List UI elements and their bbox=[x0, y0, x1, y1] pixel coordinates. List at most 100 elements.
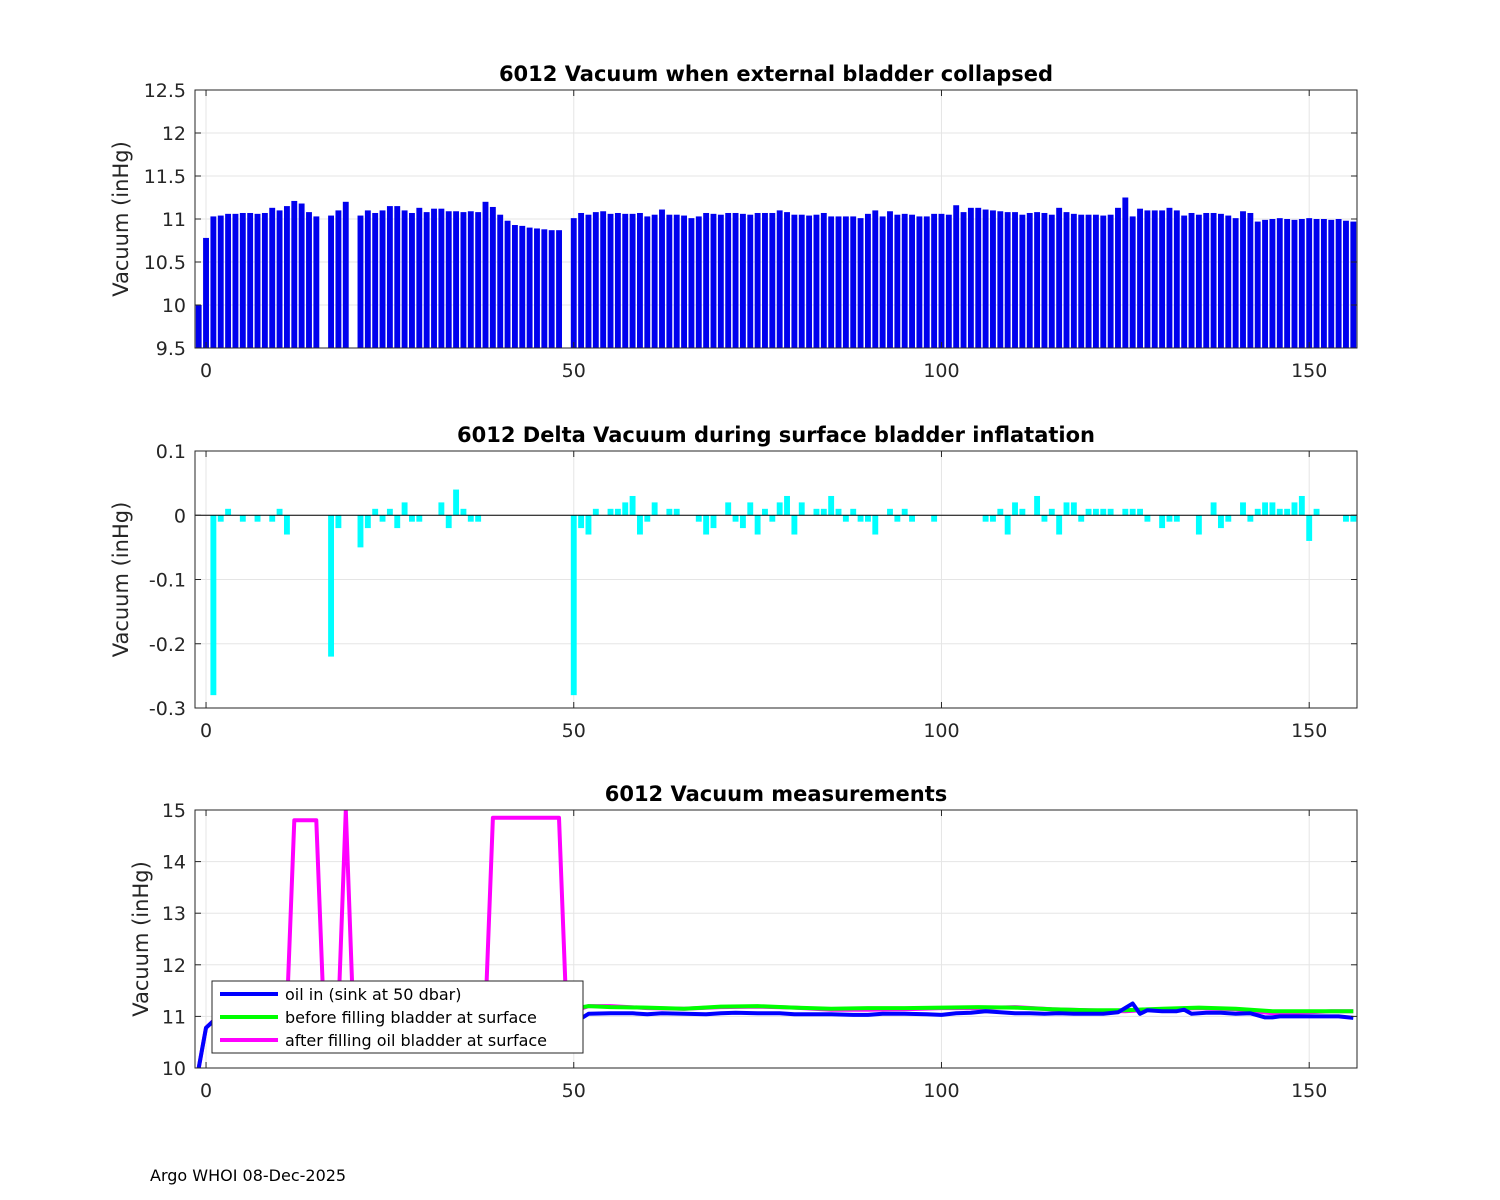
bar bbox=[710, 515, 717, 529]
bar bbox=[306, 212, 312, 348]
bar bbox=[225, 508, 232, 516]
bar bbox=[754, 515, 761, 535]
bar bbox=[732, 515, 739, 522]
bar bbox=[1137, 208, 1143, 348]
bar bbox=[1012, 212, 1018, 348]
bar bbox=[842, 216, 849, 348]
bar bbox=[1151, 210, 1158, 348]
bar bbox=[1328, 219, 1335, 348]
bar bbox=[842, 515, 849, 522]
bar bbox=[482, 201, 489, 348]
chart-title: 6012 Vacuum measurements bbox=[605, 782, 948, 806]
bar bbox=[762, 508, 768, 516]
bar bbox=[261, 212, 268, 348]
bar bbox=[600, 211, 607, 348]
x-tick-label: 50 bbox=[562, 720, 586, 742]
bar bbox=[1019, 508, 1026, 516]
bar bbox=[1144, 210, 1151, 348]
bar bbox=[239, 515, 246, 522]
bar bbox=[386, 508, 393, 516]
bar bbox=[739, 515, 746, 529]
chart-title: 6012 Vacuum when external bladder collap… bbox=[499, 62, 1053, 86]
bar bbox=[857, 515, 864, 522]
y-tick-label: 12 bbox=[162, 955, 186, 977]
y-tick-label: 15 bbox=[162, 800, 186, 822]
bar bbox=[1122, 508, 1129, 516]
bar bbox=[1026, 212, 1033, 348]
bar bbox=[401, 210, 408, 348]
bar bbox=[1350, 515, 1357, 522]
bar bbox=[710, 213, 717, 348]
legend-entry: before filling bladder at surface bbox=[285, 1008, 537, 1027]
bars bbox=[195, 197, 1357, 348]
bar bbox=[1298, 495, 1305, 516]
bar bbox=[1159, 515, 1166, 529]
bar bbox=[416, 515, 423, 522]
bar bbox=[828, 216, 835, 348]
bar bbox=[556, 230, 562, 348]
bar bbox=[1262, 219, 1269, 348]
bar bbox=[1129, 508, 1136, 516]
bar bbox=[269, 515, 276, 522]
bar bbox=[1159, 210, 1166, 348]
bar bbox=[453, 211, 460, 348]
bar bbox=[953, 205, 960, 348]
bar bbox=[813, 508, 820, 516]
bar bbox=[357, 515, 364, 548]
bar bbox=[364, 515, 371, 529]
bar bbox=[857, 218, 864, 348]
bar bbox=[357, 215, 364, 348]
y-tick-label: 10 bbox=[162, 295, 186, 317]
bar bbox=[291, 200, 298, 348]
bar bbox=[894, 214, 901, 348]
bar bbox=[1291, 219, 1298, 348]
bar bbox=[511, 225, 518, 348]
bar bbox=[548, 230, 555, 348]
bar bbox=[622, 502, 629, 516]
ticks: 0 50 100 150 10 11 12 13 14 15 bbox=[162, 800, 1357, 1102]
bar bbox=[1335, 219, 1342, 348]
bar bbox=[1019, 214, 1026, 348]
bar bbox=[372, 508, 379, 516]
bar bbox=[475, 212, 482, 348]
bar bbox=[695, 216, 702, 348]
bar bbox=[445, 515, 452, 529]
bar bbox=[629, 213, 636, 348]
bar bbox=[1063, 212, 1070, 348]
bar bbox=[386, 206, 393, 348]
bar bbox=[997, 508, 1004, 516]
bar bbox=[1225, 215, 1232, 348]
bar bbox=[1181, 215, 1188, 348]
bar bbox=[283, 515, 290, 535]
bar bbox=[1225, 515, 1232, 522]
bar bbox=[725, 212, 732, 348]
bar bbox=[666, 214, 673, 348]
bar bbox=[835, 216, 842, 348]
bar bbox=[1085, 508, 1092, 516]
bar bbox=[1041, 212, 1048, 348]
bar bbox=[578, 515, 585, 529]
bar bbox=[1284, 219, 1291, 348]
bar bbox=[1166, 207, 1173, 348]
bar bbox=[438, 208, 445, 348]
bar bbox=[1056, 515, 1063, 535]
bar bbox=[717, 214, 724, 348]
bar bbox=[776, 210, 783, 348]
bar bbox=[1034, 212, 1041, 348]
bar bbox=[269, 207, 276, 348]
bar bbox=[975, 207, 982, 348]
y-tick-label: 10 bbox=[162, 1058, 186, 1080]
bar bbox=[879, 216, 886, 348]
bar bbox=[467, 515, 474, 522]
bar bbox=[1320, 219, 1327, 348]
bar bbox=[820, 508, 827, 516]
bar bbox=[298, 203, 305, 348]
x-tick-label: 0 bbox=[200, 1080, 212, 1102]
bar bbox=[916, 216, 923, 348]
footer-credit: Argo WHOI 08-Dec-2025 bbox=[150, 1166, 347, 1185]
x-tick-label: 50 bbox=[562, 1080, 586, 1102]
bar bbox=[394, 515, 401, 529]
bar bbox=[1313, 508, 1320, 516]
bar bbox=[1269, 219, 1276, 348]
bar bbox=[762, 212, 768, 348]
